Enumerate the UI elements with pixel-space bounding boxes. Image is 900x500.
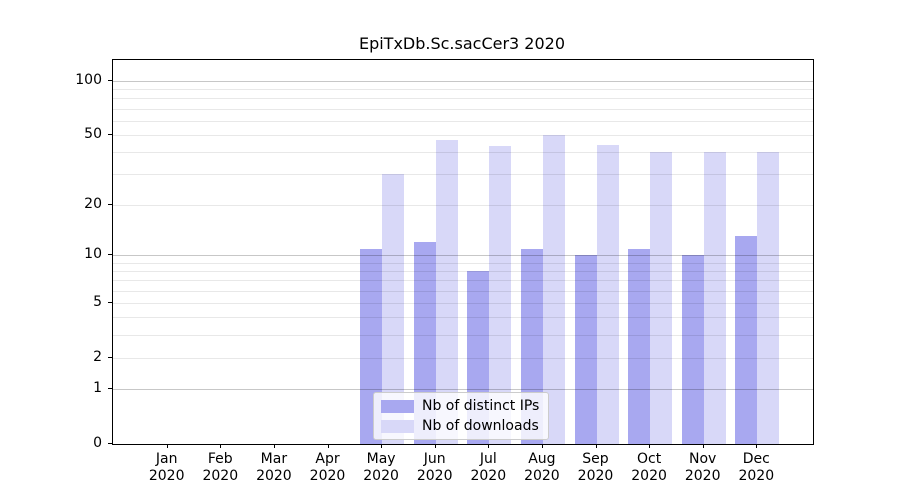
bar-downloads-dec — [757, 151, 780, 444]
plot-area: Nb of distinct IPs Nb of downloads — [112, 59, 814, 445]
x-tick-label-aug: Aug 2020 — [524, 451, 560, 484]
bar-downloads-nov — [703, 151, 726, 444]
x-tick-label-sep: Sep 2020 — [577, 451, 614, 484]
x-tick-label-feb: Feb 2020 — [202, 451, 239, 484]
y-tick-2 — [108, 356, 112, 358]
gridline-60 — [113, 120, 813, 122]
bar-downloads-jun — [435, 139, 458, 444]
x-tick-jul — [488, 444, 490, 448]
legend-swatch-downloads — [381, 419, 414, 433]
x-tick-mar — [273, 444, 275, 448]
x-tick-label-apr: Apr 2020 — [309, 451, 346, 484]
y-tick-label-5: 5 — [93, 294, 102, 311]
x-tick-label-nov: Nov 2020 — [684, 451, 721, 484]
y-tick-label-1: 1 — [93, 380, 102, 397]
bar-distinct-ips-oct — [628, 248, 651, 444]
x-tick-apr — [327, 444, 329, 448]
bar-downloads-sep — [596, 144, 619, 444]
y-tick-label-2: 2 — [93, 348, 102, 365]
legend-label-distinct-ips: Nb of distinct IPs — [422, 398, 540, 414]
x-tick-label-jan: Jan 2020 — [148, 451, 185, 484]
gridline-90 — [113, 89, 813, 91]
gridline-70 — [113, 108, 813, 110]
y-tick-10 — [108, 254, 112, 256]
y-tick-0 — [108, 443, 112, 444]
legend-swatch-distinct-ips — [381, 399, 414, 413]
gridline-80 — [113, 98, 813, 100]
x-tick-label-dec: Dec 2020 — [738, 451, 775, 484]
bar-downloads-oct — [650, 151, 673, 444]
legend: Nb of distinct IPs Nb of downloads — [373, 392, 550, 440]
x-tick-feb — [220, 444, 222, 448]
x-tick-label-mar: Mar 2020 — [256, 451, 292, 484]
x-tick-sep — [595, 444, 597, 448]
x-tick-label-jun: Jun 2020 — [416, 451, 453, 484]
y-tick-20 — [108, 203, 112, 205]
legend-row-distinct-ips: Nb of distinct IPs — [381, 398, 539, 414]
legend-label-downloads: Nb of downloads — [422, 418, 539, 434]
bar-downloads-may — [382, 173, 405, 444]
bar-downloads-aug — [542, 134, 565, 444]
y-tick-label-20: 20 — [84, 195, 102, 212]
y-tick-100 — [108, 80, 112, 82]
y-tick-label-0: 0 — [93, 435, 102, 451]
bar-downloads-jul — [489, 146, 512, 444]
x-tick-jan — [166, 444, 168, 448]
chart-title: EpiTxDb.Sc.sacCer3 2020 — [358, 34, 566, 53]
x-tick-label-oct: Oct 2020 — [631, 451, 667, 484]
y-tick-label-100: 100 — [75, 72, 102, 89]
y-tick-label-10: 10 — [84, 246, 102, 263]
x-tick-label-may: May 2020 — [363, 451, 399, 484]
y-tick-50 — [108, 133, 112, 135]
legend-row-downloads: Nb of downloads — [381, 418, 539, 434]
gridline-100 — [113, 81, 813, 83]
x-tick-aug — [541, 444, 543, 448]
bar-distinct-ips-sep — [574, 255, 597, 444]
y-tick-1 — [108, 388, 112, 390]
y-tick-label-50: 50 — [84, 125, 102, 142]
y-tick-5 — [108, 302, 112, 304]
x-tick-jun — [434, 444, 436, 448]
x-tick-nov — [702, 444, 704, 448]
gridline-50 — [113, 134, 813, 136]
bar-distinct-ips-dec — [735, 236, 758, 444]
x-tick-oct — [649, 444, 651, 448]
x-tick-may — [381, 444, 383, 448]
x-tick-label-jul: Jul 2020 — [470, 451, 507, 484]
bar-distinct-ips-nov — [681, 255, 704, 444]
x-tick-dec — [756, 444, 758, 448]
